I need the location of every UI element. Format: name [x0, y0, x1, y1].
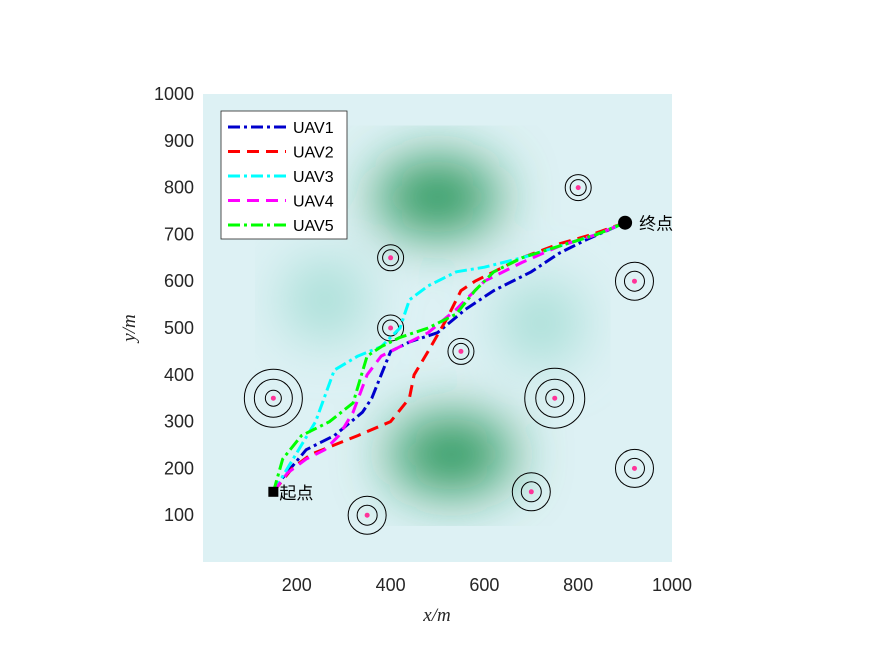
- threat-zones: [243, 174, 654, 535]
- threat-ring: [377, 244, 405, 272]
- y-tick-label: 200: [164, 458, 194, 478]
- series-line-uav4: [272, 221, 626, 493]
- threat-zone: [524, 367, 586, 429]
- threat-zone: [614, 448, 654, 488]
- y-tick-label: 400: [164, 365, 194, 385]
- legend-label: UAV5: [293, 218, 334, 235]
- goal-label: 终点: [639, 215, 673, 235]
- threat-ring: [614, 448, 654, 488]
- y-tick-label: 300: [164, 412, 194, 432]
- threat-ring: [535, 378, 575, 418]
- legend-label: UAV1: [293, 120, 334, 137]
- threat-ring: [524, 367, 586, 429]
- x-tick-label: 200: [282, 575, 312, 595]
- threat-center: [552, 395, 558, 401]
- x-tick-label: 1000: [652, 575, 692, 595]
- threat-center: [458, 348, 464, 354]
- series-line-uav5: [271, 221, 626, 493]
- threat-zone: [243, 368, 303, 428]
- x-axis-label: x/m: [422, 605, 450, 626]
- goal-marker: [618, 215, 633, 230]
- threat-ring: [623, 457, 645, 479]
- legend-item-uav1: UAV1: [228, 120, 334, 137]
- threat-ring: [243, 368, 303, 428]
- threat-ring: [520, 481, 542, 503]
- terrain-peak: [375, 158, 500, 235]
- y-tick-label: 100: [164, 505, 194, 525]
- threat-ring: [347, 495, 387, 535]
- x-tick-label: 600: [469, 575, 499, 595]
- threat-zone: [511, 472, 551, 512]
- y-axis-ticks: 100 200 300 400 500 600 700 800 900 1000: [154, 84, 194, 525]
- y-tick-label: 700: [164, 224, 194, 244]
- y-tick-label: 900: [164, 131, 194, 151]
- threat-zone: [614, 261, 654, 301]
- y-tick-label: 600: [164, 271, 194, 291]
- threat-zone: [447, 337, 475, 365]
- x-tick-label: 400: [376, 575, 406, 595]
- threat-center: [364, 512, 370, 518]
- threat-ring: [356, 504, 378, 526]
- legend-item-uav4: UAV4: [228, 194, 334, 211]
- threat-center: [388, 325, 394, 331]
- threat-ring: [623, 270, 645, 292]
- terrain-peak: [500, 283, 581, 364]
- legend-label: UAV2: [293, 145, 334, 162]
- threat-ring: [511, 472, 551, 512]
- threat-center: [528, 489, 534, 495]
- threat-center: [631, 465, 637, 471]
- threat-ring: [264, 389, 282, 407]
- legend: UAV1 UAV2 UAV3 UAV4 UAV5: [220, 110, 348, 240]
- y-tick-label: 1000: [154, 84, 194, 104]
- threat-ring: [569, 179, 587, 197]
- threat-center: [631, 278, 637, 284]
- y-tick-label: 500: [164, 318, 194, 338]
- terrain-peak: [284, 259, 365, 340]
- y-axis-label: y/m: [119, 314, 140, 343]
- threat-zone: [564, 174, 592, 202]
- legend-item-uav2: UAV2: [228, 145, 334, 162]
- start-marker: [268, 486, 279, 497]
- threat-ring: [545, 388, 565, 408]
- threat-ring: [447, 337, 475, 365]
- start-goal-markers: 起点 终点: [268, 215, 673, 504]
- legend-label: UAV4: [293, 194, 334, 211]
- start-label: 起点: [279, 484, 313, 504]
- threat-ring: [382, 249, 400, 267]
- threat-ring: [564, 174, 592, 202]
- terrain-peak: [389, 416, 514, 493]
- threat-ring: [614, 261, 654, 301]
- legend-item-uav5: UAV5: [228, 218, 334, 235]
- y-tick-label: 800: [164, 178, 194, 198]
- threat-center: [270, 395, 276, 401]
- threat-zone: [347, 495, 387, 535]
- x-tick-label: 800: [563, 575, 593, 595]
- legend-item-uav3: UAV3: [228, 169, 334, 186]
- threat-ring: [452, 342, 470, 360]
- legend-label: UAV3: [293, 169, 334, 186]
- threat-ring: [253, 378, 293, 418]
- threat-center: [575, 185, 581, 191]
- threat-zone: [377, 244, 405, 272]
- threat-center: [388, 255, 394, 261]
- series-line-uav3: [272, 221, 626, 493]
- x-axis-ticks: 200 400 600 800 1000: [282, 575, 692, 595]
- uav-paths: [271, 221, 626, 493]
